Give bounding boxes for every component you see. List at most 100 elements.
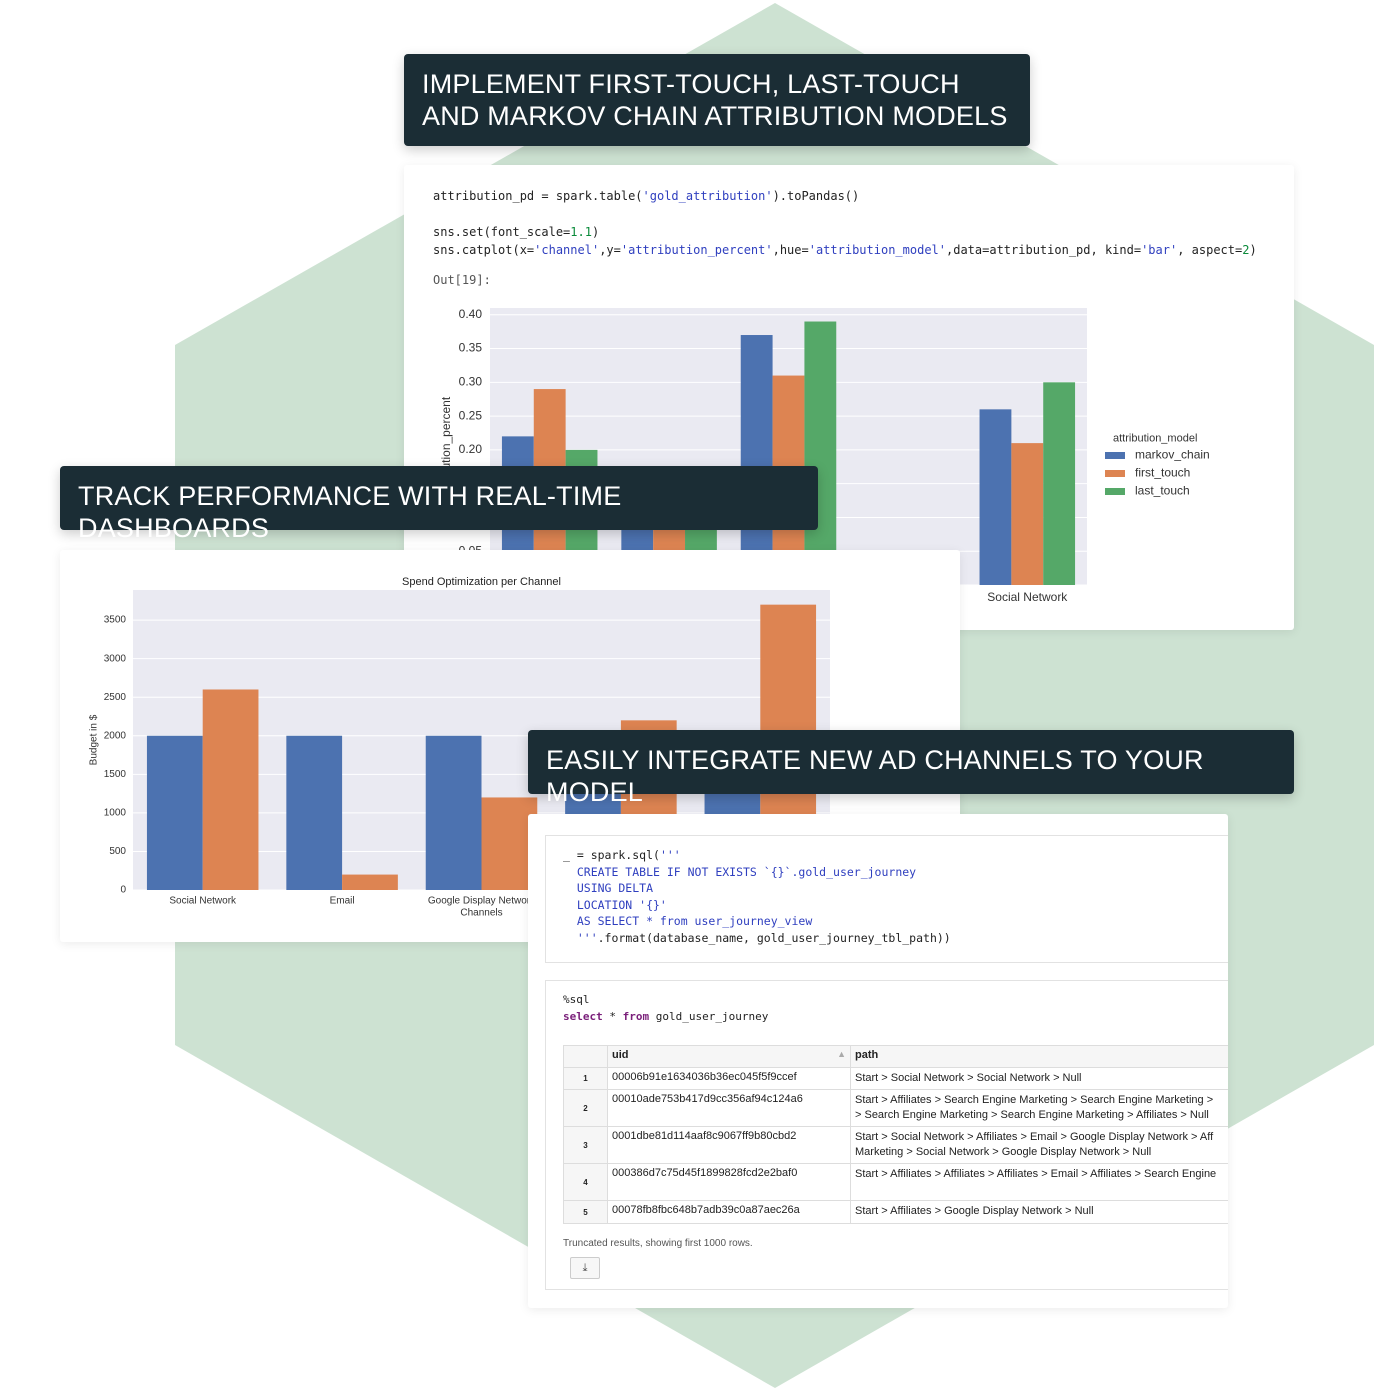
row-index: 1 <box>563 1067 608 1090</box>
bar <box>202 689 259 890</box>
index-header <box>563 1045 608 1068</box>
code-token: sns.set(font_scale= <box>433 225 571 239</box>
code-line: '''.format(database_name, gold_user_jour… <box>563 930 951 947</box>
bar <box>1043 382 1076 585</box>
code-token: CREATE TABLE IF NOT EXISTS `{}`.gold_use… <box>563 864 917 879</box>
bar <box>146 735 203 890</box>
y-tick-label: 0.25 <box>459 408 483 422</box>
y-tick-label: 500 <box>109 846 126 857</box>
code-line: attribution_pd = spark.table('gold_attri… <box>433 187 1257 205</box>
code-line: USING DELTA <box>563 880 951 897</box>
code-token: _ = spark.sql( <box>563 848 660 862</box>
code-line: CREATE TABLE IF NOT EXISTS `{}`.gold_use… <box>563 864 951 881</box>
code-token: gold_user_journey <box>649 1010 769 1023</box>
y-tick-label: 0.30 <box>459 374 483 388</box>
path-line: Start > Affiliates > Affiliates > Affili… <box>855 1168 1217 1180</box>
path-line: Start > Social Network > Social Network … <box>855 1072 1082 1084</box>
code-token: , aspect= <box>1177 243 1243 257</box>
path-line: > Search Engine Marketing > Search Engin… <box>855 1109 1209 1121</box>
code-token: from <box>622 1010 650 1023</box>
y-tick-label: 3000 <box>104 653 127 664</box>
code-token: USING DELTA <box>563 881 654 896</box>
table-row: 3 0001dbe81d114aaf8c9067ff9b80cbd2 Start >… <box>563 1126 1228 1164</box>
code-token: .format(database_name, gold_user_journey… <box>597 930 951 945</box>
legend-title: attribution_model <box>1113 432 1197 444</box>
code-block: _ = spark.sql(''' CREATE TABLE IF NOT EX… <box>563 847 951 965</box>
table-row: 2 00010ade753b417d9cc356af94c124a6 Start >… <box>563 1089 1228 1127</box>
column-header[interactable]: uid ▲ <box>607 1045 851 1068</box>
code-token: AS SELECT * from user_journey_view <box>563 914 813 929</box>
column-header[interactable]: path <box>850 1045 1228 1068</box>
code-group: %sql select * from gold_user_journey <box>563 991 768 1025</box>
uid-cell: 00078fb8fbc648b7adb39c0a87aec26a <box>607 1200 851 1224</box>
uid-cell: 00006b91e1634036b36ec045f5f9ccef <box>607 1067 851 1090</box>
row-index: 2 <box>563 1089 608 1127</box>
path-line: Start > Social Network > Affiliates > Em… <box>855 1131 1214 1143</box>
result-table: uid ▲ path 1 00006b91e1634036b36ec045f5f9c… <box>563 1045 1228 1233</box>
output-label: Out[19]: <box>433 273 491 287</box>
bar <box>740 335 773 585</box>
y-axis-label: Budget in $ <box>89 714 100 765</box>
legend-swatch <box>1105 488 1125 495</box>
x-tick-label: Google Display Network <box>428 896 536 907</box>
path-cell: Start > Affiliates > Search Engine Marke… <box>850 1089 1228 1127</box>
row-index: 4 <box>563 1163 608 1201</box>
code-token: LOCATION '{}' <box>563 897 667 912</box>
table-row: 5 00078fb8fbc648b7adb39c0a87aec26a Start >… <box>563 1200 1228 1224</box>
uid-cell: 00010ade753b417d9cc356af94c124a6 <box>607 1089 851 1127</box>
code-token: 'bar' <box>1141 243 1178 257</box>
code-group: _ = spark.sql(''' CREATE TABLE IF NOT EX… <box>563 847 951 947</box>
code-token: ,hue= <box>772 243 809 257</box>
bar <box>286 735 343 890</box>
path-cell: Start > Affiliates > Affiliates > Affili… <box>850 1163 1228 1201</box>
row-index: 3 <box>563 1126 608 1164</box>
sql-cell-frame <box>545 980 1228 1290</box>
y-tick-label: 1000 <box>104 808 127 819</box>
legend-label: last_touch <box>1135 484 1190 498</box>
header-row: uid ▲ path <box>563 1045 1228 1068</box>
code-token: ''' <box>659 848 681 862</box>
code-token: * <box>602 1010 623 1023</box>
path-cell: Start > Social Network > Social Network … <box>850 1067 1228 1090</box>
sql-code: %sql select * from gold_user_journey <box>563 991 768 1043</box>
y-tick-label: 3500 <box>104 615 127 626</box>
chart-title: Spend Optimization per Channel <box>402 576 561 588</box>
code-token: 'gold_attribution' <box>642 189 773 203</box>
bar <box>804 321 837 585</box>
legend-label: markov_chain <box>1135 448 1210 462</box>
code-line: sns.set(font_scale=1.1) <box>433 223 1257 241</box>
table-row <box>564 1224 1229 1234</box>
code-token: %sql <box>563 993 590 1006</box>
code-token: sns.catplot(x= <box>433 243 535 257</box>
code-token: ,y= <box>599 243 621 257</box>
code-token: 1.1 <box>570 225 592 239</box>
code-token: ) <box>1249 243 1257 257</box>
bar <box>342 874 398 890</box>
banner: EASILY INTEGRATE NEW AD CHANNELS TO YOUR… <box>528 730 1294 807</box>
download-button[interactable]: ⤓ <box>570 1257 600 1279</box>
code-token: 'channel' <box>534 243 600 257</box>
code-token: 'attribution_percent' <box>620 243 773 257</box>
bar <box>1011 443 1044 585</box>
code-token: ''' <box>563 930 598 945</box>
y-tick-label: 1500 <box>104 769 127 780</box>
code-line: AS SELECT * from user_journey_view <box>563 913 951 930</box>
code-line: _ = spark.sql(''' <box>563 847 951 864</box>
x-axis-label: Channels <box>460 908 502 919</box>
x-tick-label: Social Network <box>169 896 237 907</box>
row-index: 5 <box>563 1200 608 1224</box>
path-cell: Start > Affiliates > Google Display Netw… <box>850 1200 1228 1224</box>
column-name: uid <box>612 1049 629 1061</box>
code-line: select * from gold_user_journey <box>563 1008 768 1025</box>
x-tick-label: Email <box>330 896 355 907</box>
journey-cell: _ = spark.sql(''' CREATE TABLE IF NOT EX… <box>528 814 1228 1308</box>
code-token: ) <box>591 225 600 239</box>
uid-cell: 000386d7c75d45f1899828fcd2e2baf0 <box>607 1163 851 1201</box>
code-line: LOCATION '{}' <box>563 897 951 914</box>
code-block: attribution_pd = spark.table('gold_attri… <box>433 187 1257 277</box>
y-tick-label: 0.20 <box>459 442 483 456</box>
code-token: select <box>563 1010 603 1023</box>
banner: TRACK PERFORMANCE WITH REAL-TIME DASHBOA… <box>60 466 818 543</box>
bar <box>481 797 538 890</box>
uid-cell: 0001dbe81d114aaf8c9067ff9b80cbd2 <box>607 1126 851 1164</box>
